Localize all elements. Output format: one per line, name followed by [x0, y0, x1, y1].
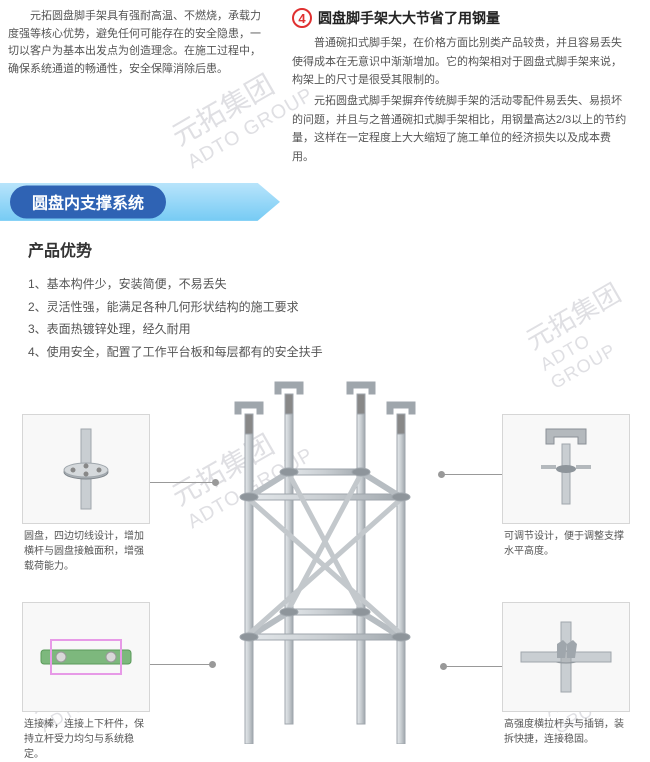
leader-line — [150, 664, 212, 665]
system-banner-label: 圆盘内支撑系统 — [10, 185, 166, 218]
scaffold-illustration — [185, 374, 465, 744]
callout-rosette: 圆盘，四边切线设计，增加横杆与圆盘接触面积，增强载荷能力。 — [22, 414, 150, 574]
advantages-list: 1、基本构件少，安装简便，不易丢失 2、灵活性强，能满足各种几何形状结构的施工要… — [28, 273, 650, 364]
callout-image — [22, 414, 150, 524]
product-diagram-area: 圆盘，四边切线设计，增加横杆与圆盘接触面积，增强载荷能力。 连接棒，连接上下杆件… — [0, 374, 650, 744]
callout-adjustable-head: 可调节设计，便于调整支撑水平高度。 — [502, 414, 630, 559]
callout-caption: 高强度横拉杆头与插销，装拆快捷，连接稳固。 — [502, 717, 630, 747]
callout-caption: 可调节设计，便于调整支撑水平高度。 — [502, 529, 630, 559]
callout-connector: 连接棒，连接上下杆件，保持立杆受力均匀与系统稳定。 — [22, 602, 150, 762]
advantages-title: 产品优势 — [28, 237, 650, 261]
leader-line — [444, 666, 502, 667]
leader-line — [442, 474, 502, 475]
callout-caption: 连接棒，连接上下杆件，保持立杆受力均匀与系统稳定。 — [22, 717, 150, 762]
section-number-badge: 4 — [292, 8, 312, 28]
section-4-body: 普通碗扣式脚手架，在价格方面比别类产品较贵，并且容易丢失使得成本在无意识中渐渐增… — [292, 34, 630, 167]
callout-image — [502, 602, 630, 712]
leader-line — [150, 482, 215, 483]
list-item: 3、表面热镀锌处理，经久耐用 — [28, 318, 650, 341]
list-item: 1、基本构件少，安装简便，不易丢失 — [28, 273, 650, 296]
list-item: 4、使用安全，配置了工作平台板和每层都有的安全扶手 — [28, 341, 650, 364]
intro-left-paragraph: 元拓圆盘脚手架具有强耐高温、不燃烧，承载力度强等核心优势，避免任何可能存在的安全… — [8, 8, 268, 169]
list-item: 2、灵活性强，能满足各种几何形状结构的施工要求 — [28, 296, 650, 319]
callout-caption: 圆盘，四边切线设计，增加横杆与圆盘接触面积，增强载荷能力。 — [22, 529, 150, 574]
callout-image — [502, 414, 630, 524]
section-4-title: 圆盘脚手架大大节省了用钢量 — [318, 8, 500, 28]
system-banner: 圆盘内支撑系统 — [0, 183, 280, 221]
callout-ledger-head: 高强度横拉杆头与插销，装拆快捷，连接稳固。 — [502, 602, 630, 747]
callout-image — [22, 602, 150, 712]
